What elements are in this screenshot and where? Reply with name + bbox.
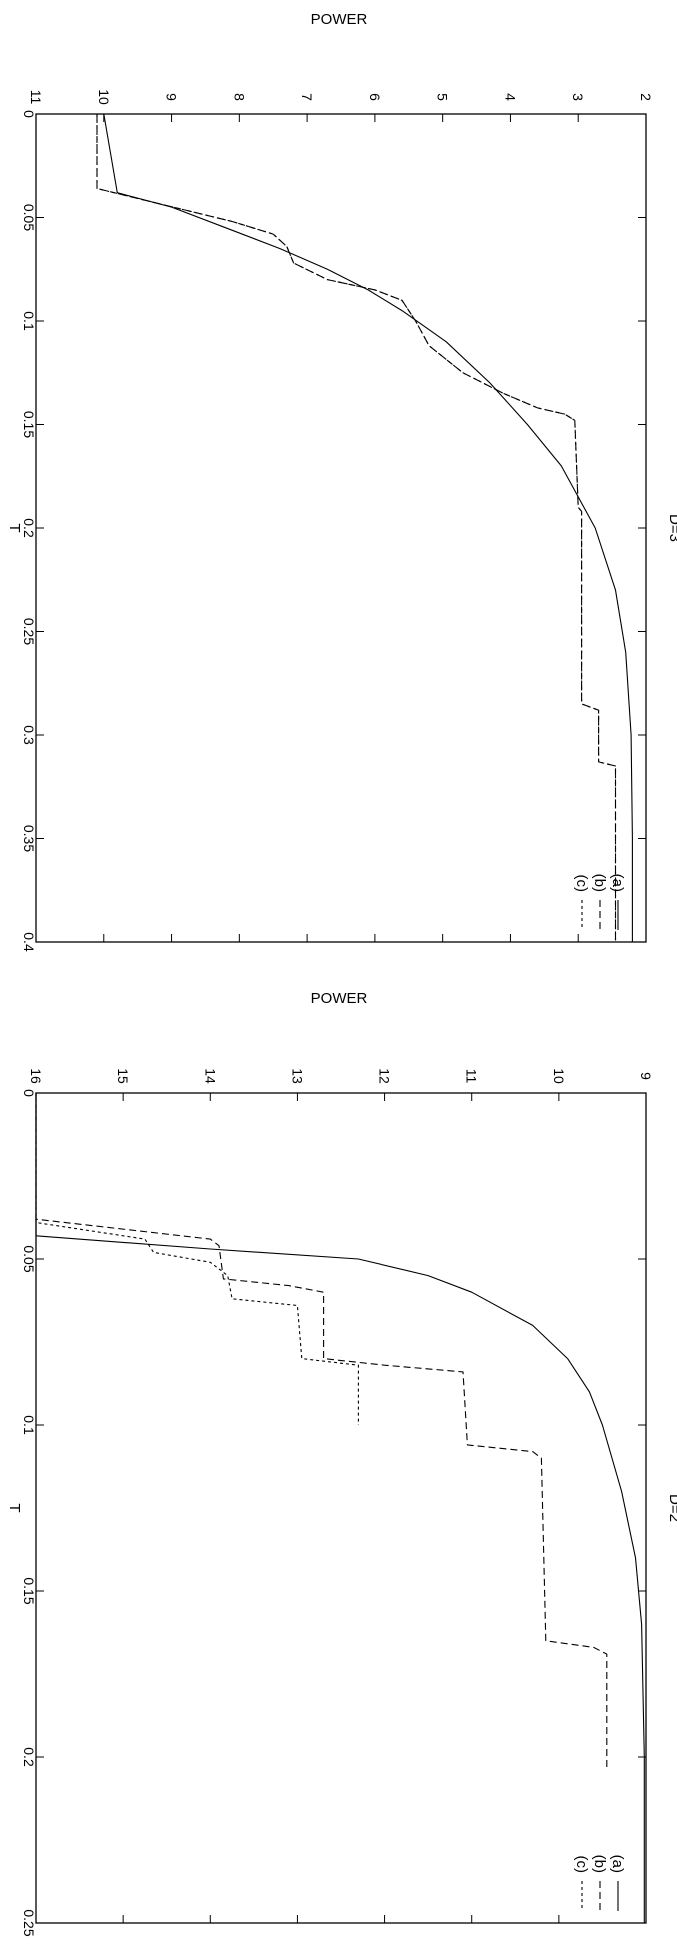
x-tick-label: 0.3 xyxy=(21,725,37,745)
x-tick-label: 0.4 xyxy=(21,932,37,952)
legend: (a)(b)(c) xyxy=(573,874,626,930)
legend-label: (a) xyxy=(609,874,626,892)
x-tick-label: 0.25 xyxy=(21,618,37,645)
y-tick-group: 9 10 11 12 13 14 15 16 xyxy=(28,1068,654,1923)
y-tick-label: 3 xyxy=(570,93,586,101)
chart-panel-d2: POWER T D=2 9 10 11 12 13 14 15 16 0 0.05 0.1 0.15… xyxy=(6,990,677,1937)
y-tick-label: 10 xyxy=(551,1068,567,1084)
series-line-c xyxy=(35,1093,359,1425)
x-tick-label: 0.05 xyxy=(21,1245,37,1272)
series-line-a xyxy=(103,113,633,942)
x-tick-label: 0.25 xyxy=(21,1909,37,1936)
x-tick-label: 0.2 xyxy=(21,1747,37,1767)
series-group xyxy=(35,1093,645,1923)
legend-label: (c) xyxy=(573,875,590,893)
y-tick-label: 5 xyxy=(435,93,451,101)
y-tick-label: 13 xyxy=(289,1068,305,1084)
y-tick-label: 8 xyxy=(231,93,247,101)
legend-label: (b) xyxy=(591,874,608,892)
y-tick-label: 2 xyxy=(638,93,654,101)
series-line-c xyxy=(96,114,617,942)
y-tick-label: 4 xyxy=(502,93,518,101)
y-axis-label: POWER xyxy=(311,11,368,28)
plot-frame xyxy=(35,1092,647,1924)
y-tick-label: 11 xyxy=(464,1069,480,1084)
x-tick-label: 0.15 xyxy=(21,1577,37,1604)
y-tick-label: 16 xyxy=(28,1068,44,1084)
x-tick-label: 0.05 xyxy=(21,204,37,231)
series-line-b xyxy=(96,114,617,942)
chart-panel-d3: POWER T D=3 2 3 4 5 6 7 8 9 10 11 0 0.05 0.1 0.15 0.2… xyxy=(6,11,677,952)
legend: (a)(b)(c) xyxy=(573,1855,626,1911)
x-tick-label: 0.15 xyxy=(21,411,37,438)
x-tick-group: 0 0.05 0.1 0.15 0.2 0.25 0.3 0.35 0.4 xyxy=(21,110,646,952)
x-tick-label: 0.1 xyxy=(21,311,37,331)
legend-label: (a) xyxy=(609,1855,626,1873)
y-axis-label: POWER xyxy=(311,990,368,1007)
y-tick-label: 15 xyxy=(115,1068,131,1084)
y-tick-label: 9 xyxy=(638,1072,654,1080)
y-tick-label: 9 xyxy=(164,93,180,101)
x-tick-label: 0 xyxy=(21,110,37,118)
x-tick-label: 0 xyxy=(21,1089,37,1097)
y-tick-label: 14 xyxy=(202,1068,218,1084)
x-tick-label: 0.1 xyxy=(21,1415,37,1435)
series-line-a xyxy=(35,1093,645,1923)
chart-title: D=3 xyxy=(666,514,677,542)
plot-frame xyxy=(35,113,647,943)
chart-title: D=2 xyxy=(666,1494,677,1522)
y-tick-label: 12 xyxy=(377,1068,393,1084)
x-axis-label: T xyxy=(6,1503,23,1512)
y-tick-group: 2 3 4 5 6 7 8 9 10 11 xyxy=(28,89,654,942)
legend-label: (c) xyxy=(573,1856,590,1874)
series-line-b xyxy=(35,1093,608,1767)
y-tick-label: 10 xyxy=(96,89,112,105)
x-axis-label: T xyxy=(6,523,23,532)
x-tick-group: 0 0.05 0.1 0.15 0.2 0.25 xyxy=(21,1089,646,1937)
y-tick-label: 7 xyxy=(299,93,315,101)
series-group xyxy=(96,113,633,942)
y-tick-label: 6 xyxy=(367,93,383,101)
x-tick-label: 0.35 xyxy=(21,825,37,852)
legend-label: (b) xyxy=(591,1855,608,1873)
y-tick-label: 11 xyxy=(28,90,44,105)
x-tick-label: 0.2 xyxy=(21,518,37,538)
